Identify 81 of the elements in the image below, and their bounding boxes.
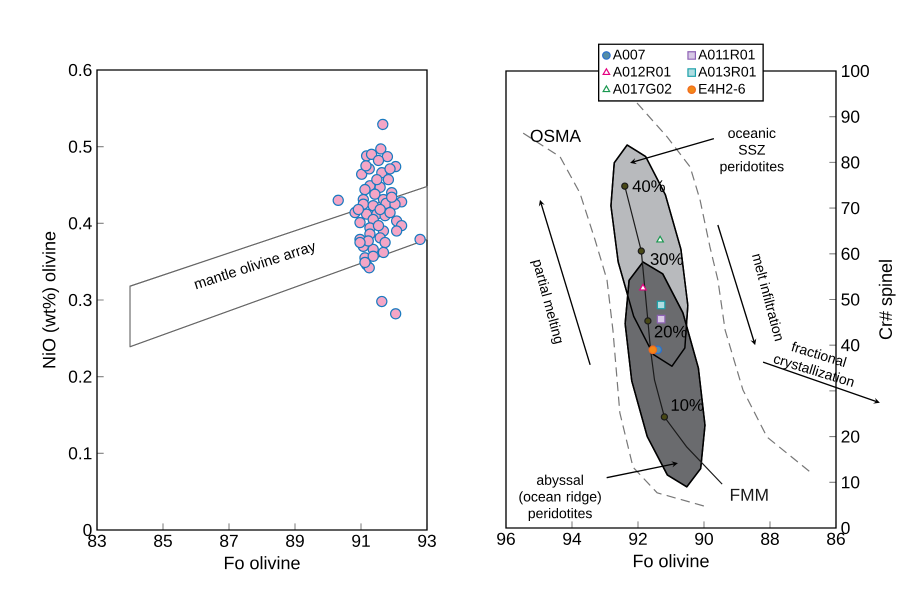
y-axis-title: NiO (wt%) olivine — [42, 232, 60, 368]
x-tick-label: 83 — [88, 534, 106, 547]
point — [621, 182, 628, 190]
point — [360, 160, 372, 172]
x-tick-label: 85 — [154, 534, 172, 547]
y-tick-label: 90 — [842, 110, 860, 123]
x-tick-label: 88 — [761, 532, 779, 545]
point — [352, 204, 364, 216]
x-tick-label: 86 — [827, 532, 845, 545]
y-tick-label: 0 — [83, 524, 92, 536]
point — [382, 174, 394, 186]
legend-label: A012R01 — [612, 66, 670, 77]
y-tick-label: 60 — [842, 248, 860, 260]
y-tick-label: 20 — [842, 430, 860, 443]
y-tick-label: 70 — [842, 202, 860, 214]
point — [375, 143, 386, 155]
series-label: FMM — [730, 488, 768, 501]
point — [376, 296, 388, 308]
legend-label: A007 — [612, 50, 645, 60]
point — [379, 236, 391, 248]
point — [648, 345, 658, 354]
y-tick-label: 0.5 — [68, 140, 92, 153]
point — [639, 284, 647, 291]
x-axis-title: Fo olivine — [224, 556, 300, 570]
y-tick-label: 50 — [841, 293, 860, 306]
point — [374, 204, 386, 216]
x-tick-label: 90 — [695, 532, 713, 545]
point — [354, 236, 366, 248]
y-tick-label: 100 — [842, 64, 869, 78]
x-tick-label: 93 — [418, 534, 436, 547]
point — [382, 150, 394, 162]
x-tick-label: 89 — [286, 534, 304, 547]
point — [390, 225, 402, 237]
annotation: partial melting — [530, 260, 562, 344]
point — [644, 317, 652, 325]
x-tick-label: 96 — [497, 532, 515, 545]
point — [377, 118, 388, 130]
y-tick-label: 0.3 — [68, 294, 92, 306]
x-tick-label: 91 — [352, 534, 370, 547]
y-axis-title: Cr# spinel — [878, 260, 896, 340]
point — [386, 192, 398, 203]
point — [332, 194, 344, 206]
y-tick-label: 10 — [842, 476, 860, 488]
annotation: abyssal (ocean ridge) peridotites — [519, 474, 601, 522]
x-axis-title: Fo olivine — [634, 554, 709, 568]
point — [656, 236, 664, 243]
y-tick-label: 0 — [841, 522, 850, 534]
point — [354, 216, 366, 228]
y-tick-label: 0.4 — [68, 217, 92, 230]
annotation: OSMA — [530, 130, 581, 142]
point — [368, 250, 379, 262]
point — [638, 247, 645, 255]
y-tick-label: 0.2 — [68, 370, 92, 383]
point — [390, 308, 402, 320]
point — [372, 154, 384, 166]
point — [660, 413, 668, 421]
x-tick-label: 92 — [629, 532, 647, 545]
x-tick-label: 94 — [563, 532, 582, 545]
annotation: oceanic SSZ peridotites — [720, 128, 784, 174]
point — [371, 174, 383, 186]
point — [656, 314, 666, 324]
legend-label: A017G02 — [612, 84, 672, 94]
point — [414, 234, 426, 246]
point — [359, 184, 371, 196]
legend-label: A011R01 — [698, 50, 755, 60]
x-tick-label: 87 — [220, 534, 238, 547]
point — [366, 148, 378, 160]
point — [359, 256, 371, 268]
point — [369, 188, 381, 200]
point — [656, 300, 666, 310]
y-tick-label: 80 — [841, 156, 860, 169]
point — [372, 220, 384, 232]
y-tick-label: 0.6 — [68, 64, 92, 76]
annotation: melt infiltration — [752, 254, 782, 342]
legend-label: A013R01 — [698, 66, 756, 77]
point — [378, 246, 390, 258]
annotation: mantle olivine array — [194, 242, 314, 290]
y-tick-label: 0.1 — [68, 447, 92, 460]
point — [384, 206, 396, 218]
point — [384, 163, 396, 175]
legend-label: E4H2-6 — [699, 84, 745, 94]
